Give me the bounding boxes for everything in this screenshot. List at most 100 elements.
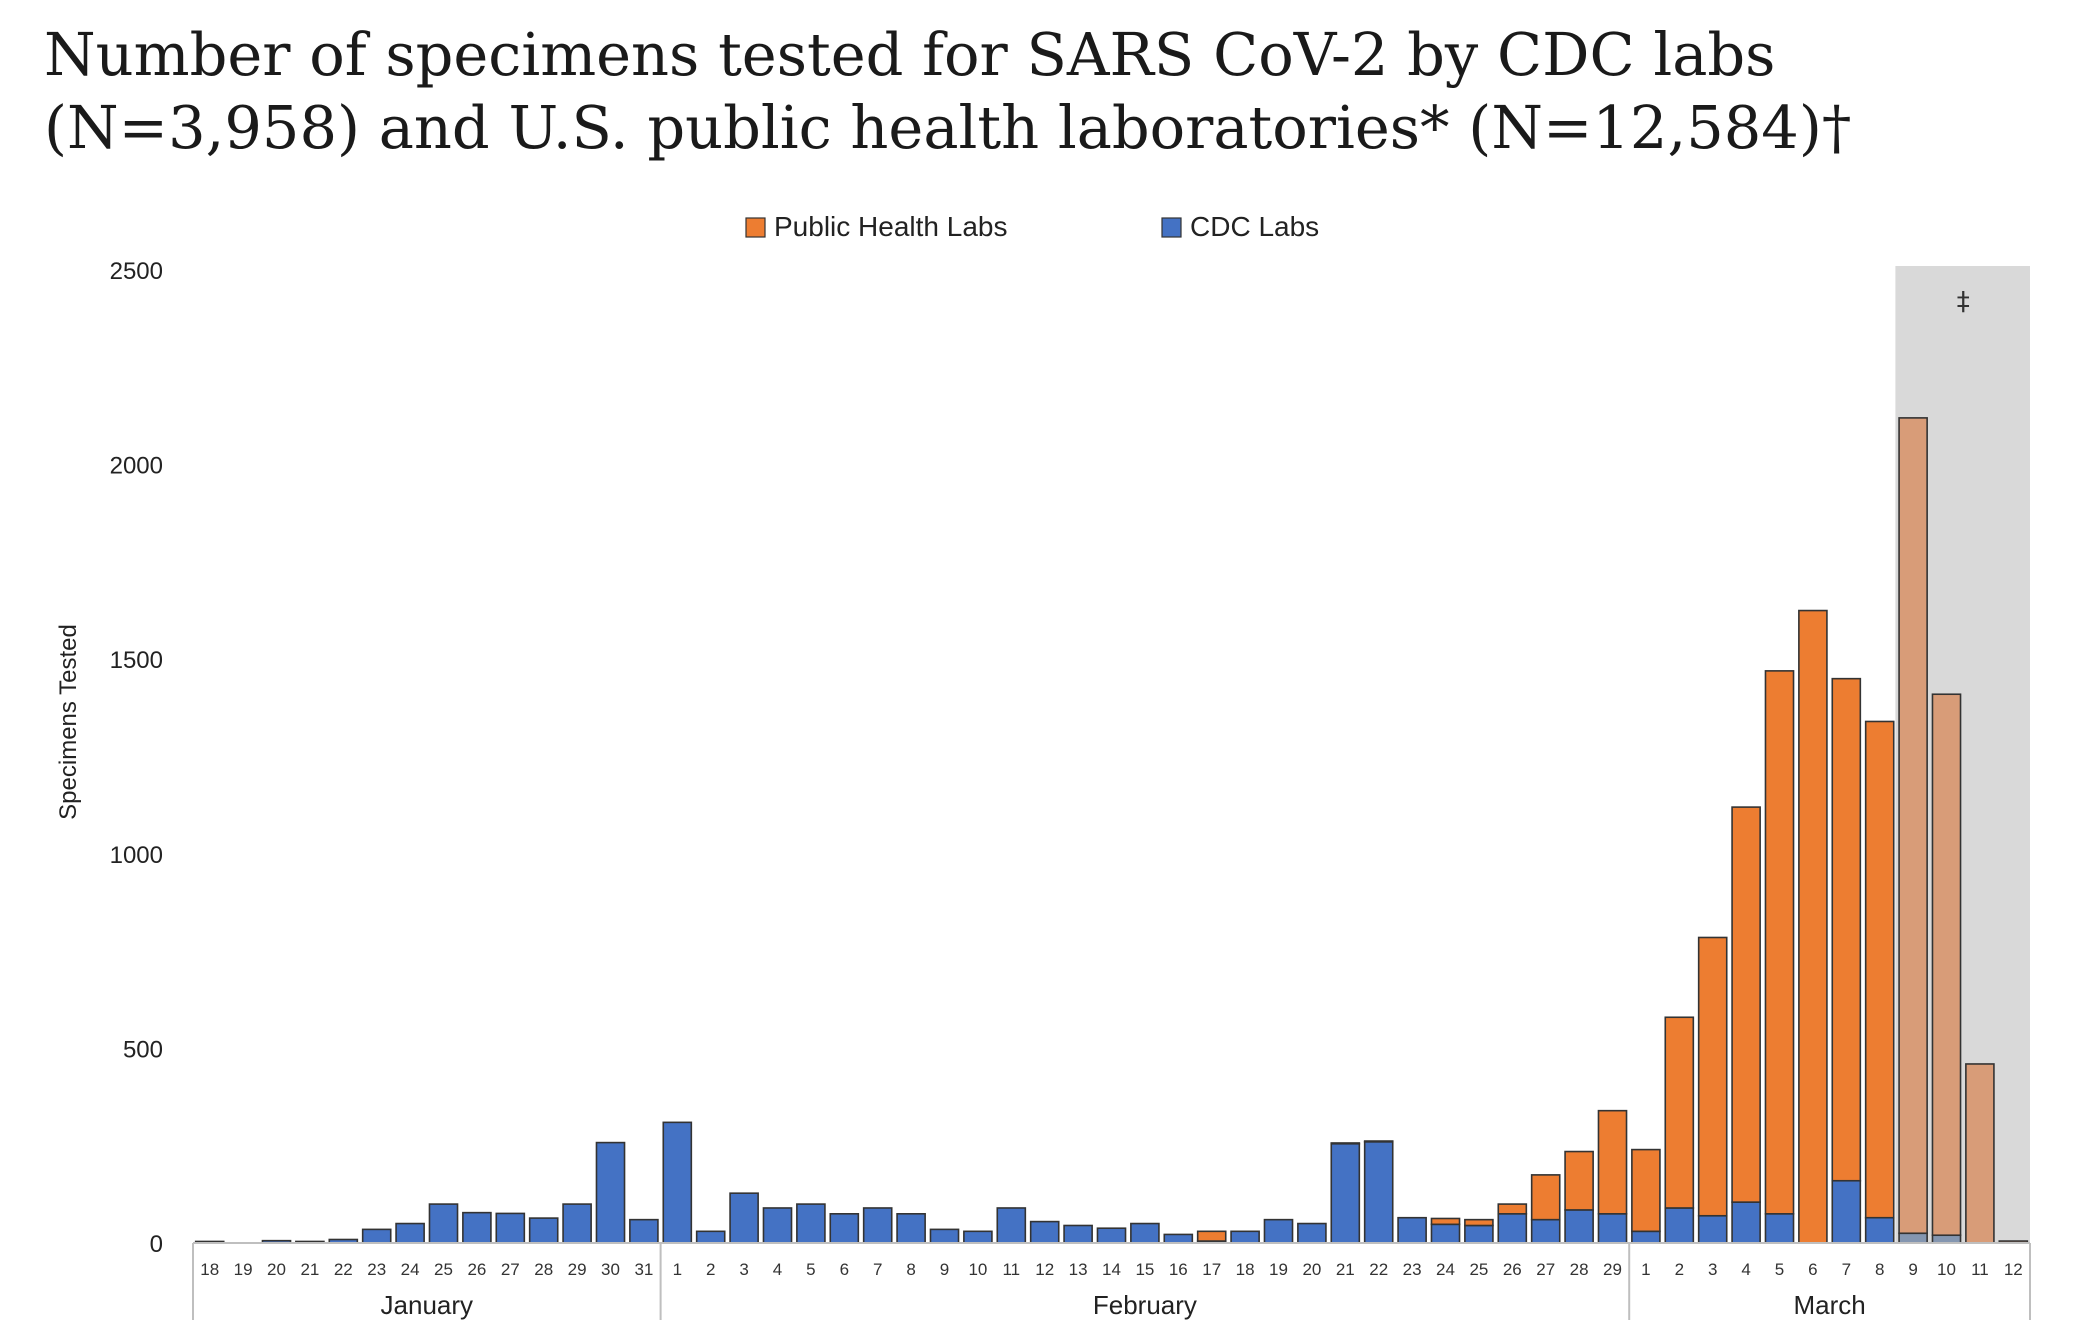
x-tick-label: 20 bbox=[267, 1260, 286, 1279]
x-tick-label: 2 bbox=[1675, 1260, 1684, 1279]
x-tick-label: 16 bbox=[1169, 1260, 1188, 1279]
legend: Public Health Labs CDC Labs bbox=[745, 211, 1319, 242]
bar-cdc-labs bbox=[829, 1213, 860, 1244]
legend-label: Public Health Labs bbox=[774, 211, 1007, 242]
bar-public-health-labs bbox=[1430, 1217, 1461, 1226]
x-tick-label: 21 bbox=[300, 1260, 319, 1279]
x-tick-label: 11 bbox=[1002, 1260, 1020, 1279]
x-tick-label: 19 bbox=[1269, 1260, 1288, 1279]
x-tick-label: 28 bbox=[1570, 1260, 1589, 1279]
legend-swatch bbox=[745, 217, 766, 238]
x-tick-label: 15 bbox=[1135, 1260, 1154, 1279]
x-tick-label: 27 bbox=[501, 1260, 520, 1279]
bar-cdc-labs bbox=[1564, 1209, 1594, 1244]
bar-cdc-labs bbox=[963, 1230, 993, 1244]
bar-cdc-labs bbox=[1898, 1232, 1928, 1244]
x-tick-label: 21 bbox=[1336, 1260, 1355, 1279]
bar-cdc-labs bbox=[562, 1203, 592, 1244]
x-tick-label: 31 bbox=[634, 1260, 653, 1279]
x-tick-label: 18 bbox=[200, 1260, 219, 1279]
x-tick-label: 6 bbox=[1808, 1260, 1817, 1279]
x-tick-label: 22 bbox=[334, 1260, 353, 1279]
bar-public-health-labs bbox=[1664, 1016, 1695, 1209]
x-tick-label: 23 bbox=[367, 1260, 386, 1279]
bar-public-health-labs bbox=[1597, 1109, 1628, 1215]
bar-public-health-labs bbox=[1196, 1230, 1227, 1242]
x-tick-label: 22 bbox=[1369, 1260, 1388, 1279]
bar-cdc-labs bbox=[896, 1213, 926, 1244]
shaded-region-label: ‡ bbox=[1957, 287, 1970, 317]
bar-cdc-labs bbox=[1230, 1230, 1260, 1244]
bar-public-health-labs bbox=[1697, 936, 1728, 1217]
bar-cdc-labs bbox=[1063, 1224, 1093, 1244]
x-tick-label: 26 bbox=[467, 1260, 486, 1279]
bar-public-health-labs bbox=[1731, 806, 1761, 1203]
bar-cdc-labs bbox=[1430, 1223, 1461, 1244]
bar-cdc-labs bbox=[395, 1222, 425, 1244]
y-axis-label: Specimens Tested bbox=[55, 624, 82, 820]
bar-cdc-labs bbox=[1764, 1213, 1795, 1244]
bar-cdc-labs bbox=[862, 1207, 893, 1244]
y-axis-ticks: 0 500 1000 1500 2000 2500 bbox=[110, 258, 163, 1258]
bar-cdc-labs bbox=[1397, 1216, 1427, 1244]
x-tick-label: 24 bbox=[1436, 1260, 1455, 1279]
x-tick-label: 10 bbox=[968, 1260, 987, 1279]
bar-cdc-labs bbox=[428, 1203, 459, 1244]
bar-public-health-labs bbox=[1330, 1142, 1361, 1145]
x-tick-label: 11 bbox=[1971, 1260, 1989, 1279]
bar-public-health-labs bbox=[1931, 693, 1962, 1237]
bar-public-health-labs bbox=[1798, 609, 1828, 1244]
x-tick-label: 3 bbox=[739, 1260, 748, 1279]
bar-cdc-labs bbox=[1597, 1213, 1628, 1244]
x-tick-label: 4 bbox=[1741, 1260, 1750, 1279]
x-tick-label: 7 bbox=[873, 1260, 882, 1279]
bar-cdc-labs bbox=[528, 1217, 559, 1244]
bar-public-health-labs bbox=[1965, 1063, 1995, 1244]
x-tick-label: 25 bbox=[1469, 1260, 1488, 1279]
x-tick-label: 10 bbox=[1937, 1260, 1956, 1279]
x-tick-label: 2 bbox=[706, 1260, 715, 1279]
bar-cdc-labs bbox=[1697, 1214, 1728, 1244]
x-tick-label: 9 bbox=[940, 1260, 949, 1279]
bar-cdc-labs bbox=[1664, 1207, 1695, 1244]
bar-cdc-labs bbox=[1029, 1220, 1060, 1244]
x-tick-label: 23 bbox=[1403, 1260, 1422, 1279]
x-tick-label: 5 bbox=[1775, 1260, 1784, 1279]
x-tick-label: 4 bbox=[773, 1260, 782, 1279]
x-tick-label: 8 bbox=[906, 1260, 915, 1279]
bar-cdc-labs bbox=[361, 1228, 392, 1244]
x-tick-label: 7 bbox=[1842, 1260, 1851, 1279]
x-tick-label: 29 bbox=[568, 1260, 587, 1279]
x-tick-label: 27 bbox=[1536, 1260, 1555, 1279]
x-tick-label: 29 bbox=[1603, 1260, 1622, 1279]
bar-public-health-labs bbox=[1631, 1148, 1661, 1233]
x-month-label: February bbox=[1093, 1290, 1197, 1320]
bar-public-health-labs bbox=[1530, 1174, 1561, 1221]
x-tick-label: 12 bbox=[2004, 1260, 2023, 1279]
bar-cdc-labs bbox=[1263, 1218, 1294, 1244]
bar-cdc-labs bbox=[1130, 1222, 1160, 1244]
x-tick-label: 28 bbox=[534, 1260, 553, 1279]
bar-public-health-labs bbox=[1497, 1203, 1528, 1215]
bars bbox=[194, 417, 2029, 1244]
bar-cdc-labs bbox=[796, 1203, 826, 1244]
x-tick-label: 5 bbox=[806, 1260, 815, 1279]
x-tick-label: 14 bbox=[1102, 1260, 1121, 1279]
legend-swatch bbox=[1161, 217, 1182, 238]
bar-cdc-labs bbox=[1330, 1142, 1361, 1244]
x-tick-label: 24 bbox=[401, 1260, 420, 1279]
x-tick-label: 1 bbox=[1641, 1260, 1650, 1279]
x-tick-label: 18 bbox=[1236, 1260, 1255, 1279]
x-tick-label: 30 bbox=[601, 1260, 620, 1279]
x-tick-label: 26 bbox=[1503, 1260, 1522, 1279]
x-month-label: January bbox=[381, 1290, 474, 1320]
bar-cdc-labs bbox=[495, 1212, 526, 1244]
bar-public-health-labs bbox=[1564, 1150, 1594, 1211]
y-tick-label: 1000 bbox=[110, 842, 163, 869]
x-tick-label: 17 bbox=[1202, 1260, 1221, 1279]
bar-cdc-labs bbox=[1297, 1222, 1327, 1244]
bar-public-health-labs bbox=[1831, 677, 1862, 1182]
bar-cdc-labs bbox=[1530, 1218, 1561, 1244]
chart-title: Number of specimens tested for SARS CoV-… bbox=[44, 20, 1852, 162]
bar-cdc-labs bbox=[595, 1141, 626, 1244]
